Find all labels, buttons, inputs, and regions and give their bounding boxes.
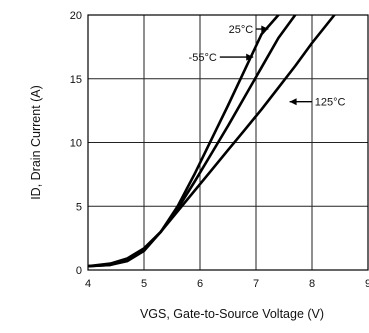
x-tick-label: 4 <box>85 278 91 290</box>
x-axis-label: VGS, Gate-to-Source Voltage (V) <box>140 307 324 321</box>
annotation-arrowhead <box>289 98 297 106</box>
annotation-arrowhead <box>261 25 269 33</box>
grid <box>88 15 368 270</box>
annotations: 25°C -55°C 125°C <box>189 24 346 109</box>
x-tick-label: 6 <box>197 278 203 290</box>
series-layer <box>88 15 336 268</box>
tick-labels: 4 5 6 7 8 9 0 5 10 15 20 <box>70 10 369 290</box>
plot-frame <box>87 14 369 271</box>
series-line-0 <box>88 15 280 268</box>
series-line-2 <box>88 15 336 268</box>
y-tick-label: 0 <box>76 265 82 277</box>
x-tick-label: 7 <box>253 278 259 290</box>
y-tick-label: 20 <box>70 10 82 22</box>
annotation-arrowhead <box>246 53 254 61</box>
annotation-label: 125°C <box>315 97 346 109</box>
x-tick-label: 9 <box>365 278 369 290</box>
x-tick-label: 5 <box>141 278 147 290</box>
annotation-label: 25°C <box>229 24 254 36</box>
x-tick-label: 8 <box>309 278 315 290</box>
annotation-label: -55°C <box>189 52 217 64</box>
y-tick-label: 5 <box>76 201 82 213</box>
y-axis-label: ID, Drain Current (A) <box>29 85 43 200</box>
y-tick-label: 15 <box>70 74 82 86</box>
y-tick-label: 10 <box>70 138 82 150</box>
